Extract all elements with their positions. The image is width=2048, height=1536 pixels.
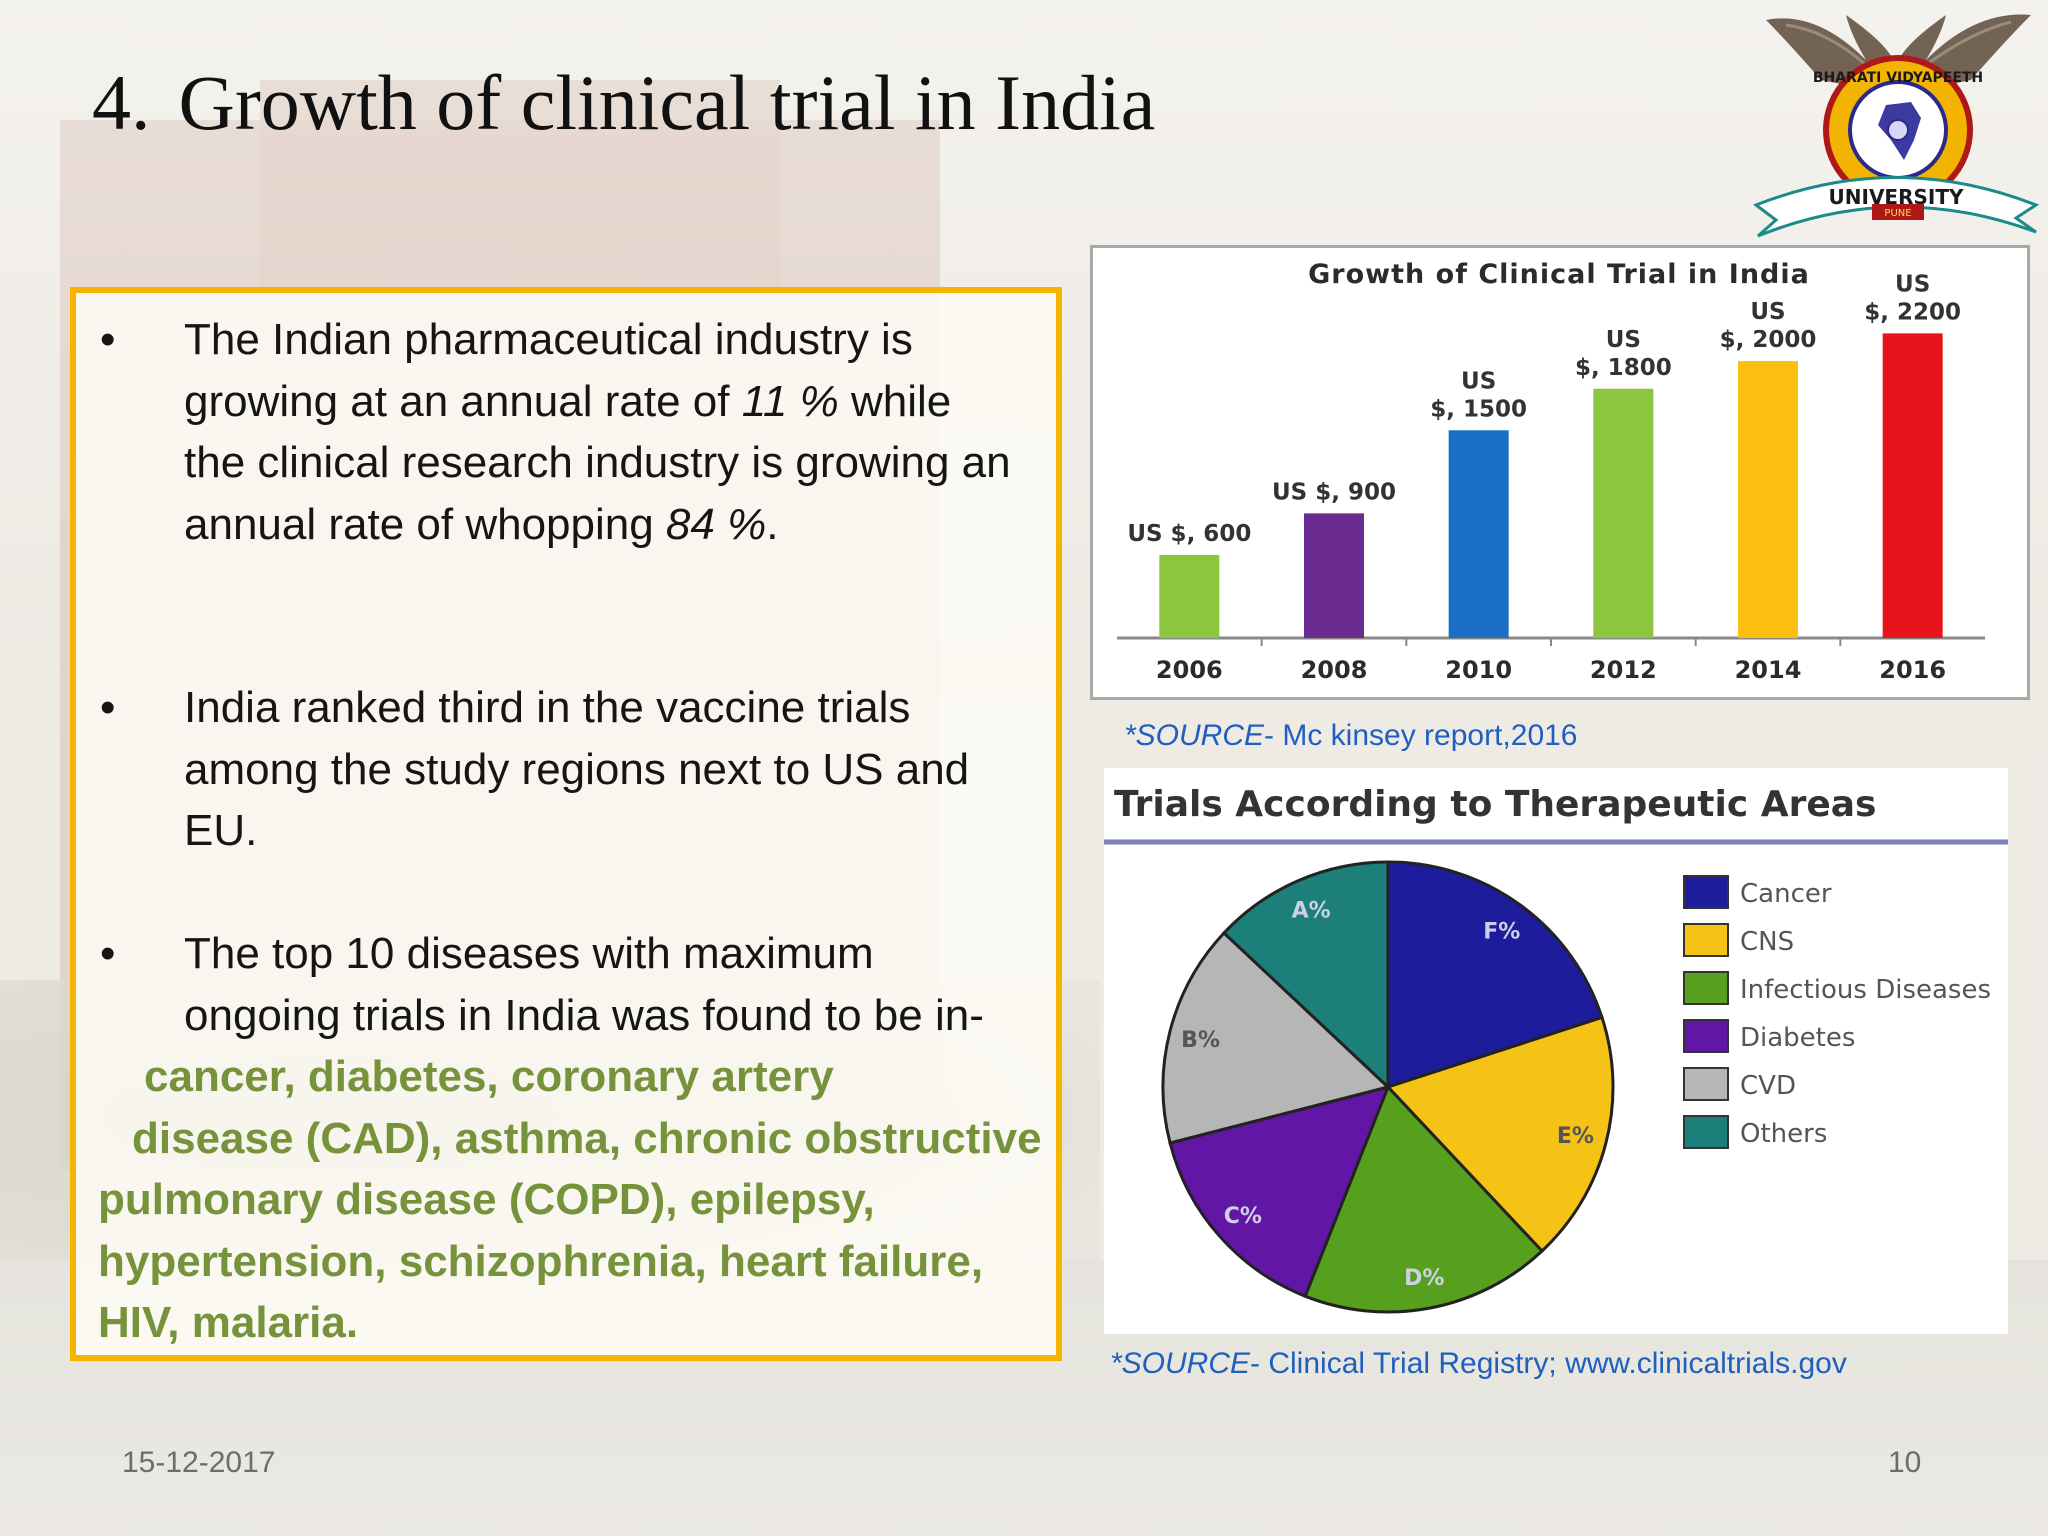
disease-list-line4: hypertension, schizophrenia, heart failu… bbox=[98, 1236, 984, 1286]
bullet-dot: • bbox=[100, 315, 116, 364]
x-tick-label-2012: 2012 bbox=[1590, 656, 1657, 684]
bullet1-rate-11: 11 % bbox=[741, 376, 839, 426]
bullet-industry-growth: • The Indian pharmaceutical industry is … bbox=[100, 309, 1036, 555]
source-note-registry: *SOURCE- Clinical Trial Registry; www.cl… bbox=[1110, 1347, 1847, 1381]
pie-chart-svg: Trials According to Therapeutic Areas F%… bbox=[1104, 784, 2008, 1314]
pie-slice-label: C% bbox=[1224, 1204, 1262, 1229]
data-label-2010: US bbox=[1461, 368, 1496, 394]
pie-slice-cancer bbox=[1386, 860, 1604, 1090]
legend-label: Infectious Diseases bbox=[1740, 975, 1991, 1005]
data-label-2006: US $, 600 bbox=[1127, 521, 1251, 547]
logo-arc-text: BHARATI VIDYAPEETH bbox=[1813, 70, 1983, 86]
footer-date: 15-12-2017 bbox=[122, 1446, 276, 1479]
pie-slice-label: B% bbox=[1181, 1028, 1220, 1053]
bullet2-line1: India ranked third in the vaccine trials bbox=[184, 683, 911, 732]
bar-2008 bbox=[1304, 513, 1364, 638]
university-logo: BHARATI VIDYAPEETH UNIVERSITY PUNE bbox=[1752, 14, 2040, 238]
x-tick-label-2014: 2014 bbox=[1735, 656, 1802, 684]
legend-swatch bbox=[1683, 923, 1729, 957]
data-label-2010: $, 1500 bbox=[1430, 396, 1527, 422]
legend-swatch bbox=[1683, 971, 1729, 1005]
disease-list-line3: pulmonary disease (COPD), epilepsy, bbox=[98, 1175, 875, 1224]
bullet1-line4-pre: annual rate of whopping bbox=[184, 499, 666, 549]
slide-number: 4. bbox=[92, 59, 151, 146]
data-label-2016: US bbox=[1895, 271, 1930, 297]
slide-title: 4. Growth of clinical trial in India bbox=[92, 58, 1155, 148]
bar-chart-svg: Growth of Clinical Trial in India 2006 US… bbox=[1117, 259, 1985, 684]
pie-slice-label: A% bbox=[1292, 898, 1331, 923]
legend-label: Cancer bbox=[1740, 879, 1832, 909]
pie-chart-therapeutic: Trials According to Therapeutic Areas F%… bbox=[1104, 768, 2008, 1334]
bullet3-line2: ongoing trials in India was found to be … bbox=[184, 990, 984, 1040]
pie-slice-others bbox=[1221, 860, 1390, 1091]
bar-chart-title: Growth of Clinical Trial in India bbox=[1308, 259, 1810, 290]
slide-title-text: Growth of clinical trial in India bbox=[178, 59, 1156, 146]
pie-slice-label: E% bbox=[1557, 1124, 1594, 1149]
source2-text: - Clinical Trial Registry; www.clinicalt… bbox=[1250, 1347, 1847, 1380]
bullet-vaccine-rank: • India ranked third in the vaccine tria… bbox=[100, 677, 1036, 862]
pie-slice-cns bbox=[1385, 1015, 1615, 1254]
bullet1-line4-post: . bbox=[766, 499, 779, 549]
bar-chart-growth: Growth of Clinical Trial in India 2006 US… bbox=[1090, 245, 2030, 700]
data-label-2014: $, 2000 bbox=[1720, 327, 1817, 353]
bullet3-line1: The top 10 diseases with maximum bbox=[184, 929, 874, 978]
legend-swatch bbox=[1683, 1067, 1729, 1101]
bullet1-line2-pre: growing at an annual rate of bbox=[184, 376, 742, 426]
legend-label: Diabetes bbox=[1740, 1023, 1855, 1053]
data-label-2012: US bbox=[1606, 327, 1641, 353]
x-tick-label-2006: 2006 bbox=[1156, 656, 1223, 684]
pie-slice-label: F% bbox=[1483, 919, 1520, 944]
legend-label: CNS bbox=[1740, 927, 1794, 957]
logo-city-text: PUNE bbox=[1884, 208, 1911, 219]
bar-2016 bbox=[1882, 333, 1943, 638]
legend-swatch bbox=[1683, 1019, 1729, 1053]
legend-swatch bbox=[1683, 875, 1729, 909]
disease-list-line5: HIV, malaria. bbox=[98, 1298, 359, 1347]
bullet2-line3: EU. bbox=[184, 806, 258, 855]
source1-text: - Mc kinsey report,2016 bbox=[1264, 719, 1578, 752]
source2-label: *SOURCE bbox=[1110, 1347, 1251, 1380]
source1-label: *SOURCE bbox=[1124, 719, 1265, 752]
legend-label: CVD bbox=[1740, 1071, 1796, 1101]
bullet-dot: • bbox=[100, 683, 116, 732]
disease-list-line1: cancer, diabetes, coronary artery bbox=[144, 1052, 834, 1101]
x-tick-label-2008: 2008 bbox=[1301, 656, 1368, 684]
bullet1-line1: The Indian pharmaceutical industry is bbox=[184, 315, 913, 364]
legend-label: Others bbox=[1740, 1119, 1827, 1149]
bullet1-rate-84: 84 % bbox=[665, 499, 767, 549]
bar-2012 bbox=[1593, 388, 1654, 638]
pie-slice-infectious-diseases bbox=[1303, 1084, 1545, 1314]
source-note-mckinsey: *SOURCE- Mc kinsey report,2016 bbox=[1124, 719, 1578, 753]
data-label-2012: $, 1800 bbox=[1575, 355, 1672, 381]
data-label-2016: $, 2200 bbox=[1864, 299, 1961, 325]
bullet1-line2-post: while bbox=[838, 376, 952, 426]
bar-2014 bbox=[1738, 361, 1798, 638]
bullet-dot: • bbox=[100, 929, 116, 978]
x-tick-label-2016: 2016 bbox=[1879, 656, 1946, 684]
data-label-2008: US $, 900 bbox=[1272, 479, 1396, 505]
legend-swatch bbox=[1683, 1115, 1729, 1149]
bullet2-line2: among the study regions next to US and bbox=[184, 744, 970, 794]
x-tick-label-2010: 2010 bbox=[1445, 656, 1512, 684]
pie-slice-diabetes bbox=[1168, 1084, 1391, 1299]
data-label-2014: US bbox=[1750, 299, 1785, 325]
pie-chart-title: Trials According to Therapeutic Areas bbox=[1114, 784, 1876, 825]
bar-2006 bbox=[1159, 554, 1220, 638]
pie-slice-label: D% bbox=[1404, 1266, 1444, 1291]
bullet-top-diseases: • The top 10 diseases with maximum ongoi… bbox=[98, 923, 1042, 1347]
disease-list-line2: disease (CAD), asthma, chronic obstructi… bbox=[132, 1113, 1042, 1163]
bar-2010 bbox=[1448, 430, 1509, 638]
bullet1-line3: the clinical research industry is growin… bbox=[184, 438, 1011, 487]
footer-page-number: 10 bbox=[1888, 1446, 1922, 1479]
pie-slice-cvd bbox=[1161, 930, 1392, 1145]
bullet-text-box: • The Indian pharmaceutical industry is … bbox=[70, 287, 1062, 1361]
